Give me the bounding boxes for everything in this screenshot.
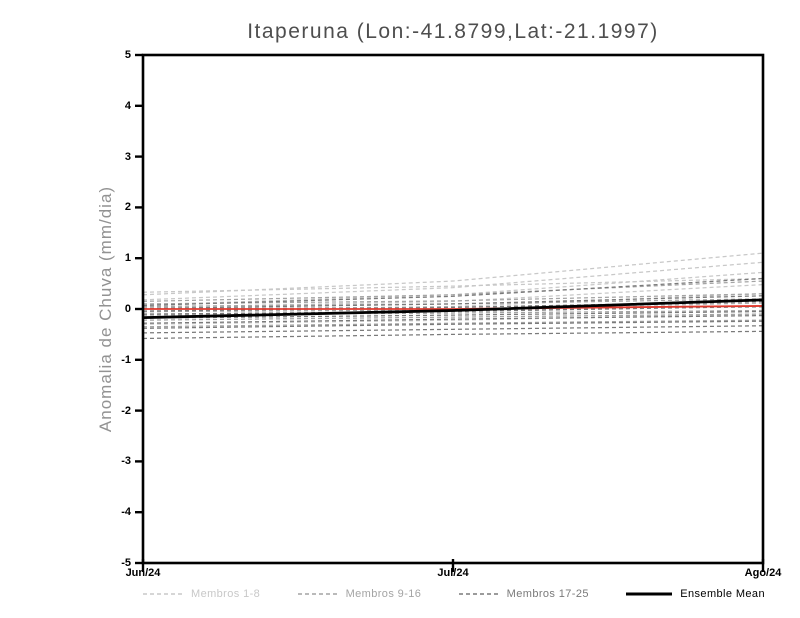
legend-label: Membros 1-8 <box>191 588 261 600</box>
y-tick-label: 3 <box>124 150 131 163</box>
y-tick-label: 5 <box>124 49 131 61</box>
member-line-membro-2 <box>142 261 764 301</box>
legend-item-ensemble-mean: Ensemble Mean <box>626 588 765 600</box>
reference-line <box>143 305 764 310</box>
member-line-membro-25 <box>142 330 764 340</box>
chart-title: Itaperuna (Lon:-41.8799,Lat:-21.1997) <box>247 20 659 43</box>
member-line-membro-14 <box>142 309 764 316</box>
member-line-membro-22 <box>142 314 764 324</box>
y-tick-label: 4 <box>124 99 131 112</box>
legend-line-sample <box>626 592 673 596</box>
ensemble-mean-line <box>142 298 764 320</box>
y-tick-label: -3 <box>121 455 131 468</box>
y-tick-label: -1 <box>121 353 131 366</box>
member-line-membro-18 <box>142 295 764 310</box>
y-tick-label: 0 <box>124 303 131 315</box>
y-tick-label: -2 <box>121 404 131 417</box>
member-line-membro-9 <box>142 280 764 303</box>
y-tick-label: -4 <box>121 506 131 519</box>
member-line-membro-19 <box>142 300 764 312</box>
member-line-membro-8 <box>142 313 764 325</box>
y-tick-label: 1 <box>124 252 131 265</box>
y-tick-label: -5 <box>121 557 131 569</box>
legend-label: Ensemble Mean <box>680 588 765 600</box>
member-line-membro-16 <box>142 319 764 328</box>
legend-label: Membros 9-16 <box>345 588 422 600</box>
x-tick-label: Ago/24 <box>744 567 782 579</box>
member-line-membro-15 <box>142 313 764 321</box>
legend-line-sample <box>143 593 183 595</box>
member-line-membro-1 <box>142 252 764 296</box>
legend-line-sample <box>458 593 499 595</box>
y-tick-label: 2 <box>124 201 131 214</box>
member-line-membro-17 <box>142 277 764 307</box>
legend-item-membros-1-8: Membros 1-8 <box>143 588 260 600</box>
x-tick-label: Jul/24 <box>437 567 469 579</box>
member-line-membro-3 <box>142 277 764 293</box>
legend-line-sample <box>297 593 338 595</box>
legend: Membros 1-8 Membros 9-16 Membros 17-25 Ense… <box>143 585 765 603</box>
legend-item-membros-17-25: Membros 17-25 <box>458 588 589 600</box>
x-tick-label: Jun/24 <box>125 567 161 579</box>
legend-item-membros-9-16: Membros 9-16 <box>297 588 422 600</box>
member-line-membro-23 <box>142 320 764 329</box>
member-line-membro-21 <box>142 310 764 319</box>
legend-label: Membros 17-25 <box>506 588 589 600</box>
member-line-membro-10 <box>142 293 764 305</box>
member-line-membro-24 <box>142 325 764 334</box>
